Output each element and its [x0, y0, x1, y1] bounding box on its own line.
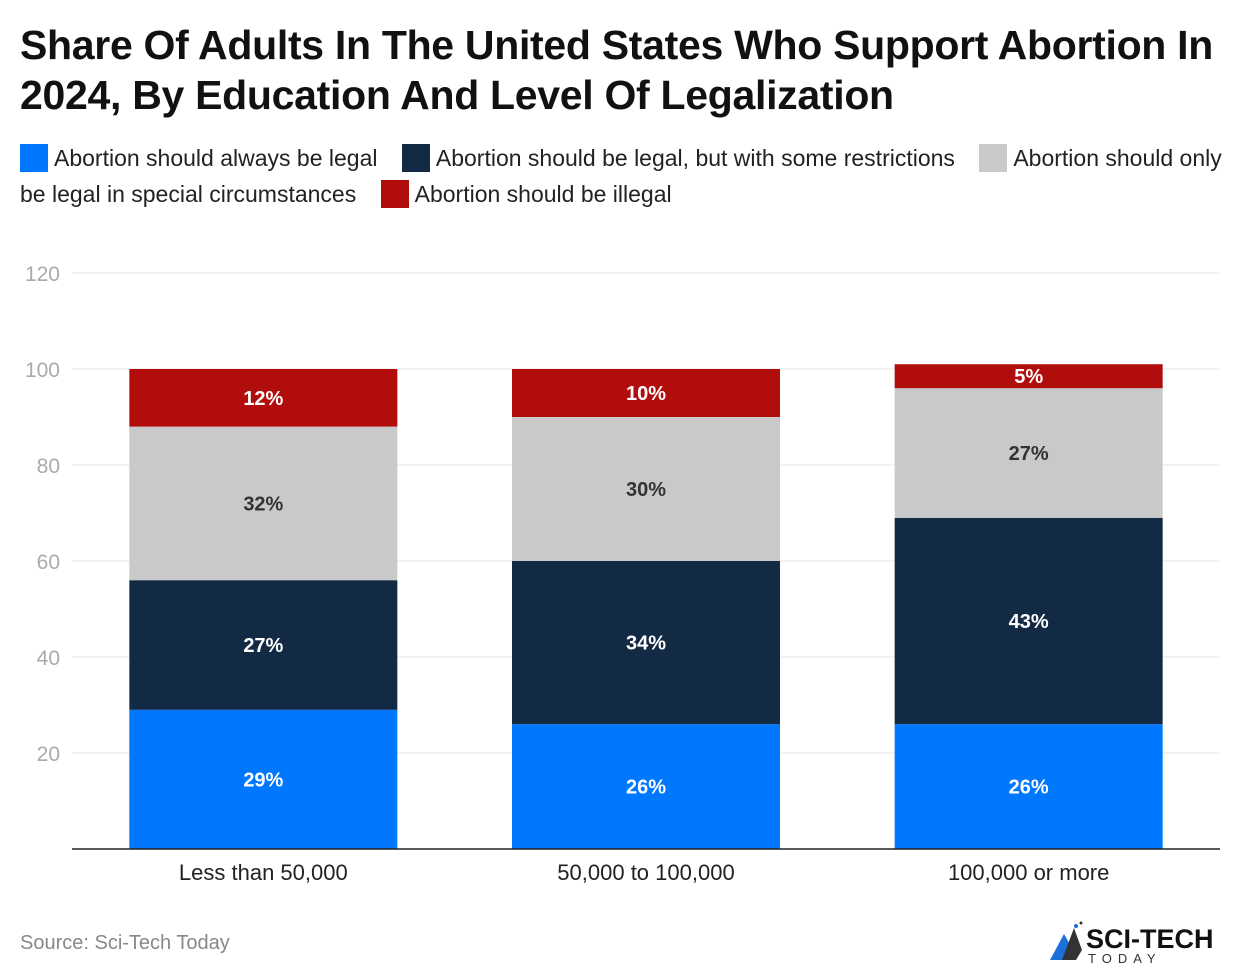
y-tick-label: 40 — [37, 647, 60, 670]
legend-item: Abortion should always be legal — [20, 144, 378, 172]
bar-segment — [894, 364, 1163, 389]
x-tick-label: 100,000 or more — [948, 860, 1109, 885]
data-label: 34% — [626, 633, 666, 655]
data-label: 27% — [243, 635, 283, 657]
data-label: 27% — [1009, 443, 1049, 465]
bar-segment — [512, 369, 780, 417]
legend-label: Abortion should be legal, but with some … — [435, 145, 955, 171]
data-label: 12% — [243, 388, 283, 410]
y-tick-label: 100 — [25, 359, 60, 382]
legend-item: Abortion should be legal, but with some … — [401, 144, 955, 172]
legend-label: Abortion should only be legal in special… — [20, 145, 1222, 207]
bar-segment — [512, 724, 780, 849]
data-label: 26% — [626, 777, 666, 799]
bar-segment — [129, 369, 398, 427]
legend-item: Abortion should only be legal in special… — [20, 144, 1222, 207]
bar-segment — [129, 709, 398, 849]
y-tick-label: 120 — [25, 263, 60, 286]
legend-swatch — [401, 144, 430, 172]
svg-text:SCI-TECH: SCI-TECH — [1086, 924, 1214, 954]
legend: Abortion should always be legal Abortion… — [20, 140, 1230, 212]
y-tick-label: 60 — [37, 551, 60, 574]
legend-swatch — [380, 180, 409, 208]
bar-segment — [129, 426, 398, 581]
y-tick-label: 20 — [37, 743, 60, 766]
data-label: 26% — [1009, 777, 1049, 799]
legend-label: Abortion should always be legal — [54, 145, 378, 171]
svg-text:TODAY: TODAY — [1088, 951, 1162, 966]
data-label: 10% — [626, 383, 666, 405]
data-label: 30% — [626, 479, 666, 501]
x-tick-label: Less than 50,000 — [179, 860, 348, 885]
source-note: Source: Sci-Tech Today — [20, 932, 230, 954]
chart-title: Share Of Adults In The United States Who… — [20, 22, 1213, 118]
sci-tech-today-logo: SCI-TECH TODAY — [1050, 921, 1214, 966]
legend-item: Abortion should be illegal — [380, 180, 672, 208]
data-label: 43% — [1009, 611, 1049, 633]
data-label: 29% — [243, 769, 283, 791]
bar-segment — [129, 580, 398, 710]
x-tick-label: 50,000 to 100,000 — [557, 860, 734, 885]
bar-segment — [894, 724, 1163, 849]
data-label: 5% — [1014, 366, 1043, 388]
bar-segment — [894, 517, 1163, 725]
data-label: 32% — [243, 493, 283, 515]
legend-swatch — [20, 144, 48, 172]
legend-swatch — [979, 144, 1008, 172]
y-tick-label: 80 — [37, 455, 60, 478]
bar-segment — [512, 561, 780, 725]
bar-segment — [512, 417, 780, 561]
legend-label: Abortion should be illegal — [414, 181, 672, 207]
bar-segment — [894, 388, 1163, 518]
